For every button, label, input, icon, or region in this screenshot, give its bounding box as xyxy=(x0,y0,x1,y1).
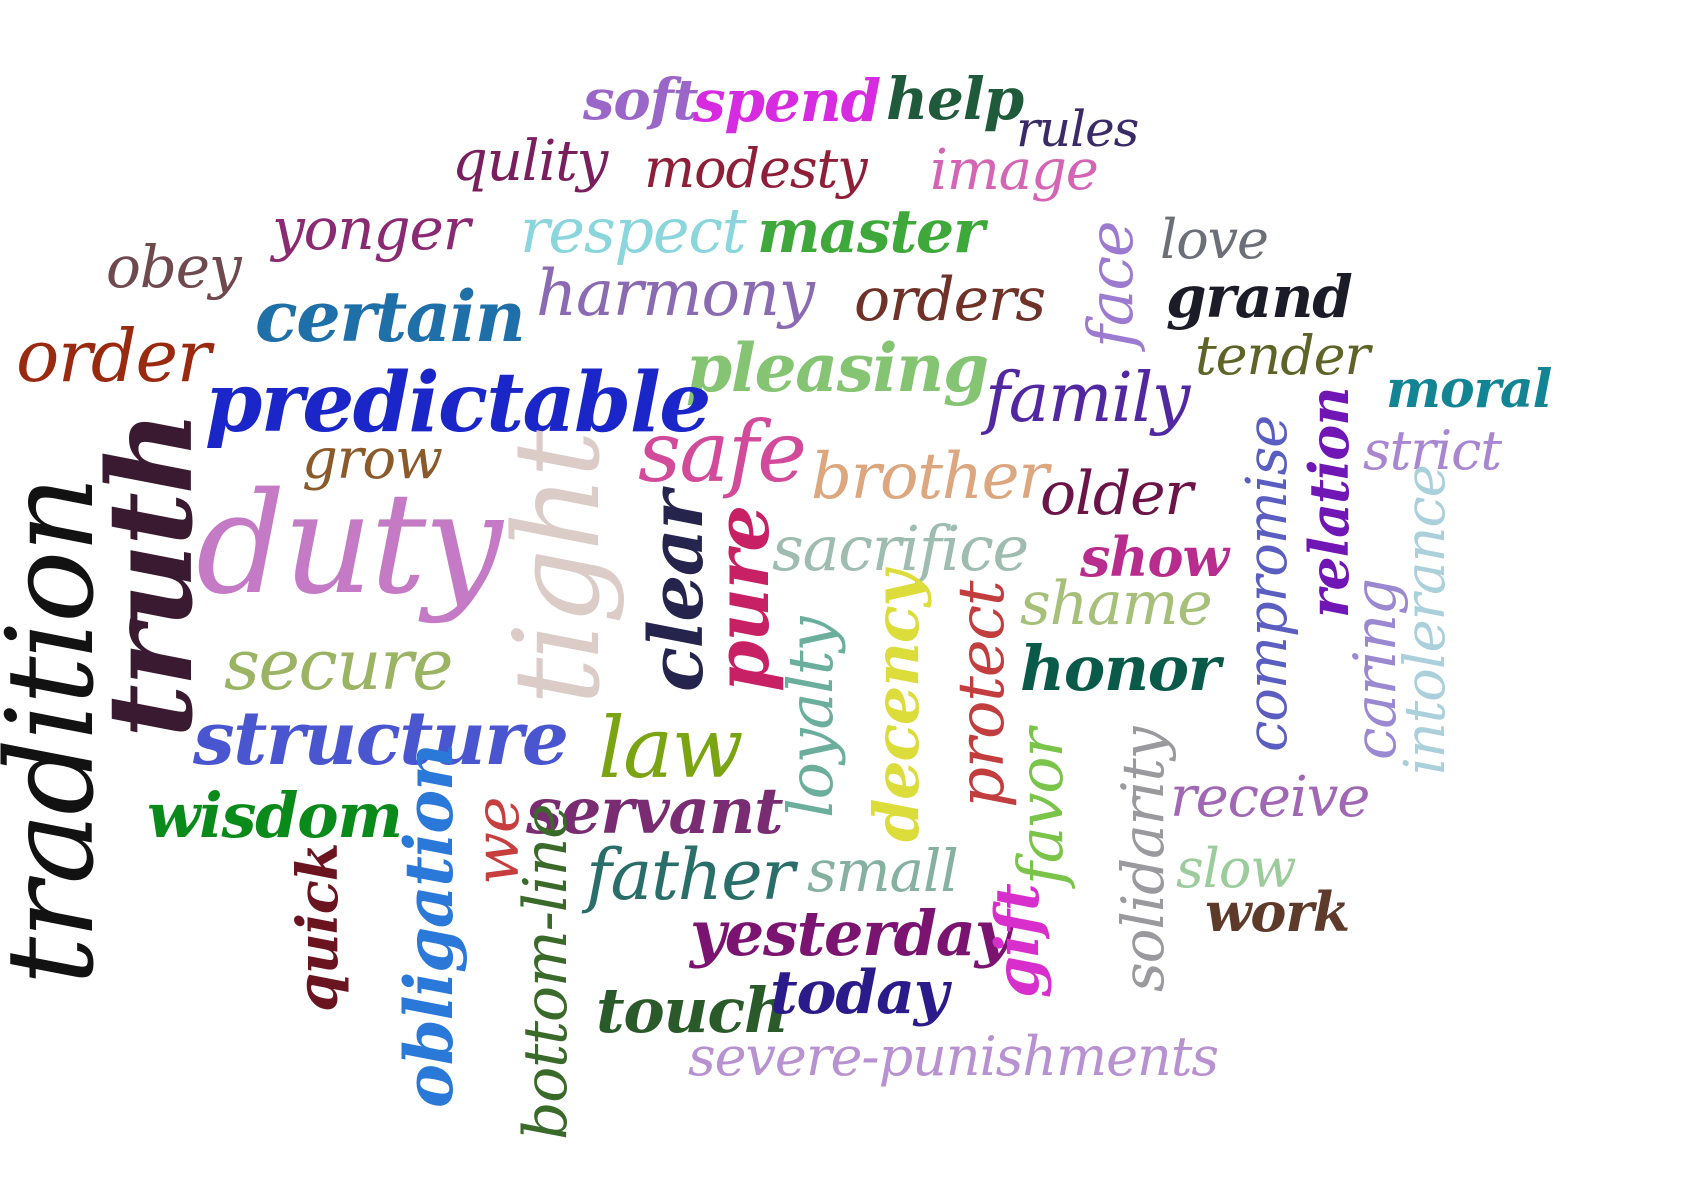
word-yonger: yonger xyxy=(272,195,470,263)
word-qulity: qulity xyxy=(452,129,608,194)
word-pure: pure xyxy=(700,506,786,692)
word-harmony: harmony xyxy=(536,257,815,331)
word-tight: tight xyxy=(488,432,626,705)
word-face: face xyxy=(1074,221,1147,348)
word-tender: tender xyxy=(1195,324,1370,387)
word-intolerance: intolerance xyxy=(1393,465,1458,775)
word-touch: touch xyxy=(596,974,789,1047)
word-structure: structure xyxy=(193,696,569,782)
word-law: law xyxy=(598,699,743,797)
word-help: help xyxy=(886,65,1024,133)
word-obligation: obligation xyxy=(390,744,468,1108)
word-safe: safe xyxy=(638,403,807,501)
word-order: order xyxy=(16,314,211,398)
word-older: older xyxy=(1040,459,1193,529)
word-orders: orders xyxy=(854,265,1046,335)
word-wisdom: wisdom xyxy=(147,779,403,852)
word-duty: duty xyxy=(196,463,503,626)
word-today: today xyxy=(770,958,949,1028)
word-brother: brother xyxy=(811,440,1049,514)
word-respect: respect xyxy=(520,194,747,267)
word-master: master xyxy=(757,197,985,267)
word-secure: secure xyxy=(224,624,454,706)
word-bottom-line: bottom-line xyxy=(511,804,581,1140)
word-image: image xyxy=(930,138,1099,203)
word-small: small xyxy=(807,837,959,905)
word-love: love xyxy=(1160,208,1269,271)
word-rules: rules xyxy=(1016,100,1139,158)
word-honor: honor xyxy=(1020,632,1221,705)
word-tradition: tradition xyxy=(0,478,121,985)
word-pleasing: pleasing xyxy=(686,329,989,407)
word-slow: slow xyxy=(1176,837,1296,900)
word-predictable: predictable xyxy=(205,355,711,451)
word-severe-punishments: severe-punishments xyxy=(688,1025,1219,1088)
word-gift: gift xyxy=(983,884,1053,998)
word-strict: strict xyxy=(1363,419,1502,482)
word-solidarity: solidarity xyxy=(1109,727,1177,992)
word-sacrifice: sacrifice xyxy=(772,512,1029,585)
word-moral: moral xyxy=(1386,359,1552,420)
word-obey: obey xyxy=(106,233,242,301)
word-decency: decency xyxy=(860,571,933,842)
word-yesterday: yesterday xyxy=(690,897,1011,970)
word-show: show xyxy=(1080,525,1229,589)
word-family: family xyxy=(985,359,1190,438)
word-grand: grand xyxy=(1166,263,1353,331)
word-soft: soft xyxy=(583,67,698,133)
word-compromise: compromise xyxy=(1235,415,1300,752)
word-loyalty: loyalty xyxy=(774,617,847,818)
word-modesty: modesty xyxy=(644,137,868,200)
word-certain: certain xyxy=(255,275,526,358)
word-work: work xyxy=(1205,880,1350,944)
word-spend: spend xyxy=(693,67,881,135)
word-receive: receive xyxy=(1170,765,1370,830)
word-favor: favor xyxy=(1004,729,1077,885)
word-father: father xyxy=(586,834,795,916)
word-shame: shame xyxy=(1020,569,1213,639)
word-servant: servant xyxy=(526,774,784,849)
word-grow: grow xyxy=(302,427,443,492)
word-quick: quick xyxy=(285,843,351,1012)
